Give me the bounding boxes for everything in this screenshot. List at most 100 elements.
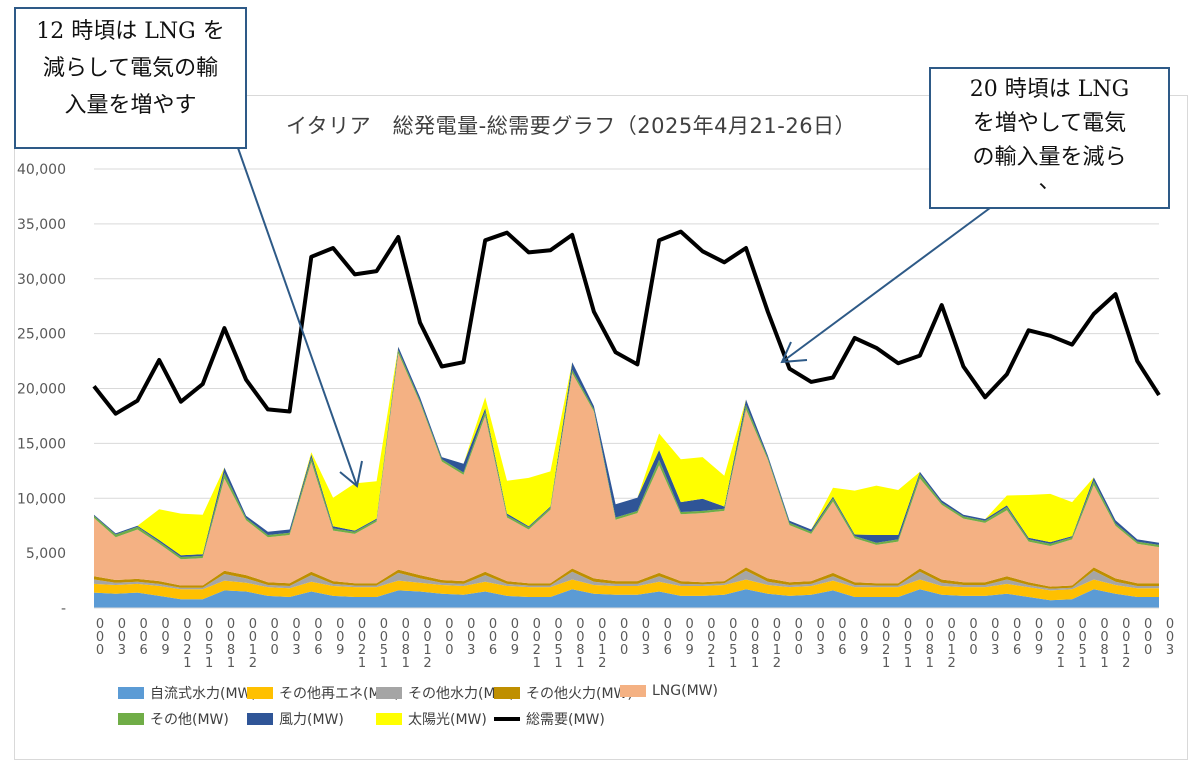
gridlines bbox=[94, 168, 1159, 554]
svg-text:2: 2 bbox=[707, 643, 715, 658]
svg-text:0: 0 bbox=[685, 630, 693, 645]
svg-text:3: 3 bbox=[118, 643, 126, 658]
legend-label: その他(MW) bbox=[150, 712, 229, 728]
svg-text:0: 0 bbox=[620, 643, 628, 658]
y-tick-label: 15,000 bbox=[17, 436, 66, 452]
x-tick-label: 003 bbox=[642, 617, 650, 658]
svg-text:0: 0 bbox=[598, 617, 606, 632]
legend-swatch bbox=[247, 713, 273, 725]
svg-text:0: 0 bbox=[1035, 630, 1043, 645]
svg-text:6: 6 bbox=[314, 643, 322, 658]
legend-swatch bbox=[247, 687, 273, 699]
svg-text:2: 2 bbox=[358, 643, 366, 658]
x-tick-label: 000 bbox=[969, 617, 977, 658]
area-その他火力(MW) bbox=[94, 567, 1159, 589]
svg-text:0: 0 bbox=[249, 630, 257, 645]
svg-text:0: 0 bbox=[707, 617, 715, 632]
svg-text:0: 0 bbox=[729, 630, 737, 645]
y-axis-ticks: - 5,000 10,000 15,000 20,000 25,000 30,000 35,0… bbox=[17, 162, 66, 617]
svg-text:0: 0 bbox=[423, 617, 431, 632]
svg-text:0: 0 bbox=[314, 630, 322, 645]
callout-arrow-right bbox=[781, 207, 991, 363]
svg-text:0: 0 bbox=[926, 617, 934, 632]
svg-text:3: 3 bbox=[467, 643, 475, 658]
x-tick-label: 009 bbox=[685, 617, 693, 658]
callout-right-line: 、 bbox=[1038, 169, 1061, 194]
x-tick-label: 006 bbox=[664, 617, 672, 658]
svg-text:6: 6 bbox=[489, 643, 497, 658]
callout-right: 20 時頃は LNG を増やして電気 の輸入量を減ら 、 bbox=[929, 67, 1170, 209]
svg-text:0: 0 bbox=[271, 643, 279, 658]
y-tick-label: 25,000 bbox=[17, 327, 66, 343]
svg-text:0: 0 bbox=[140, 630, 148, 645]
svg-text:0: 0 bbox=[947, 630, 955, 645]
svg-text:0: 0 bbox=[183, 630, 191, 645]
x-tick-label: 000 bbox=[271, 617, 279, 658]
legend-item-lng: LNG(MW) bbox=[620, 683, 718, 699]
svg-text:0: 0 bbox=[358, 630, 366, 645]
svg-text:1: 1 bbox=[773, 643, 781, 658]
y-tick-label: 10,000 bbox=[17, 491, 66, 507]
y-tick-label: 35,000 bbox=[17, 217, 66, 233]
svg-text:0: 0 bbox=[685, 617, 693, 632]
svg-text:0: 0 bbox=[1122, 617, 1130, 632]
svg-text:0: 0 bbox=[904, 630, 912, 645]
svg-text:0: 0 bbox=[773, 630, 781, 645]
svg-text:1: 1 bbox=[249, 643, 257, 658]
svg-text:0: 0 bbox=[707, 630, 715, 645]
svg-text:2: 2 bbox=[423, 656, 431, 671]
svg-text:1: 1 bbox=[904, 656, 912, 671]
x-tick-label: 009 bbox=[1035, 617, 1043, 658]
svg-text:2: 2 bbox=[1057, 643, 1065, 658]
svg-text:0: 0 bbox=[445, 617, 453, 632]
svg-text:1: 1 bbox=[554, 656, 562, 671]
svg-text:1: 1 bbox=[402, 656, 410, 671]
legend-item-other: その他(MW) bbox=[118, 709, 229, 729]
svg-text:0: 0 bbox=[489, 617, 497, 632]
svg-text:2: 2 bbox=[533, 643, 541, 658]
y-tick-label: 40,000 bbox=[17, 162, 66, 178]
svg-text:0: 0 bbox=[402, 630, 410, 645]
x-tick-label: 003 bbox=[467, 617, 475, 658]
legend-item-other-hydro: その他水力(MW) bbox=[376, 683, 515, 703]
x-tick-label: 009 bbox=[511, 617, 519, 658]
svg-text:0: 0 bbox=[511, 617, 519, 632]
svg-text:0: 0 bbox=[664, 630, 672, 645]
legend-swatch bbox=[376, 713, 402, 725]
svg-text:0: 0 bbox=[533, 630, 541, 645]
svg-text:3: 3 bbox=[1166, 643, 1174, 658]
svg-text:6: 6 bbox=[1013, 643, 1021, 658]
svg-text:6: 6 bbox=[140, 643, 148, 658]
svg-text:9: 9 bbox=[336, 643, 344, 658]
svg-text:1: 1 bbox=[533, 656, 541, 671]
svg-text:5: 5 bbox=[904, 643, 912, 658]
svg-text:0: 0 bbox=[227, 630, 235, 645]
legend-label: その他火力(MW) bbox=[526, 686, 633, 702]
area-その他水力(MW) bbox=[94, 570, 1159, 591]
svg-text:0: 0 bbox=[860, 630, 868, 645]
svg-text:0: 0 bbox=[751, 617, 759, 632]
legend-swatch bbox=[620, 685, 646, 697]
svg-text:0: 0 bbox=[816, 617, 824, 632]
svg-text:0: 0 bbox=[402, 617, 410, 632]
callout-right-line: を増やして電気 bbox=[972, 111, 1127, 136]
svg-text:1: 1 bbox=[1079, 656, 1087, 671]
svg-text:0: 0 bbox=[511, 630, 519, 645]
svg-text:0: 0 bbox=[598, 630, 606, 645]
svg-text:0: 0 bbox=[118, 630, 126, 645]
x-tick-label: 009 bbox=[161, 617, 169, 658]
legend-item-other-thermal: その他火力(MW) bbox=[494, 683, 633, 703]
svg-text:1: 1 bbox=[358, 656, 366, 671]
